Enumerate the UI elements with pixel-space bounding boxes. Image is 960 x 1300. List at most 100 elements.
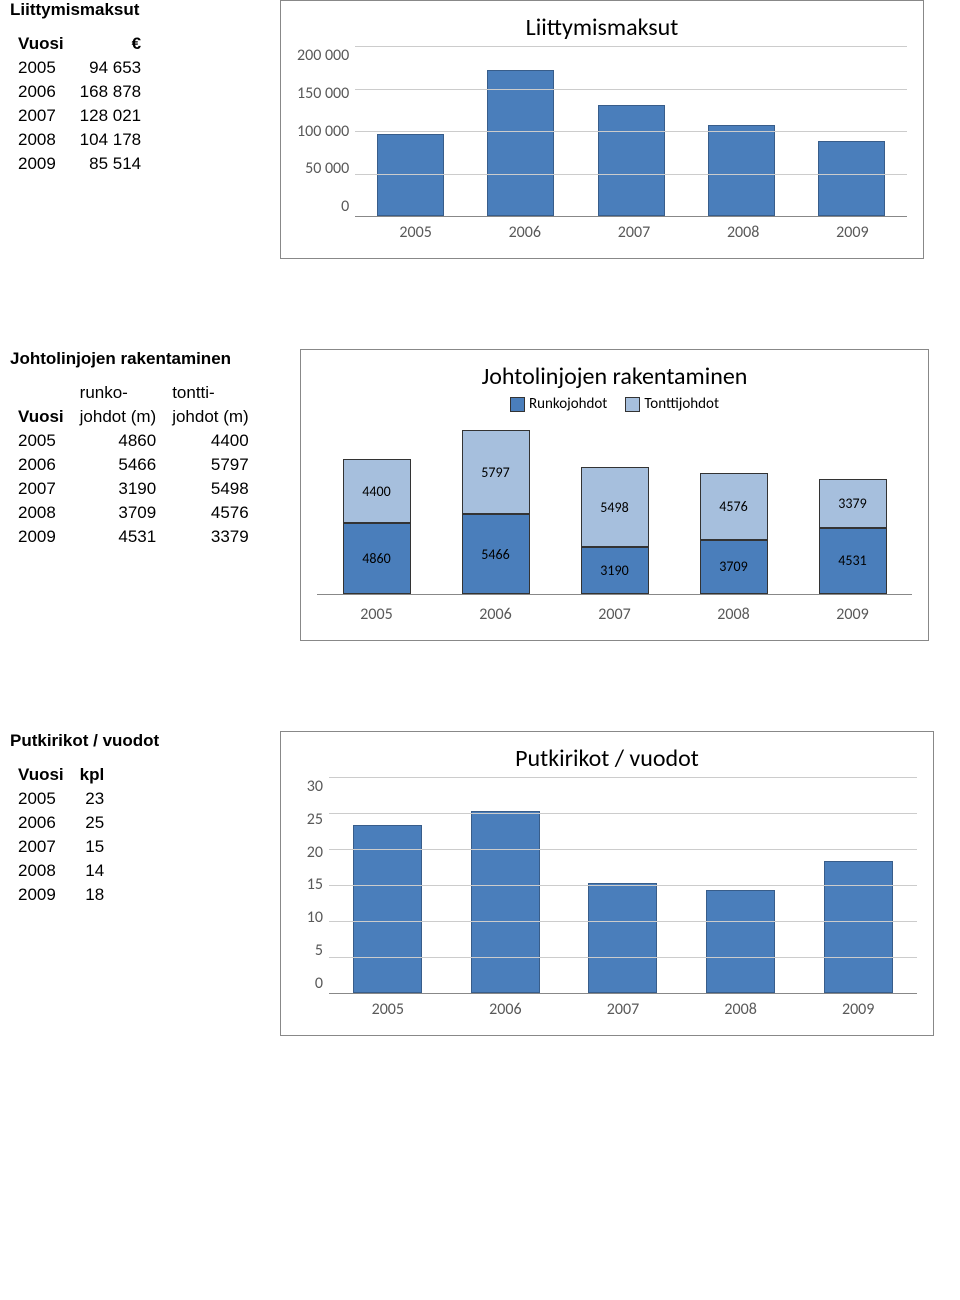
swatch-icon <box>625 397 640 412</box>
gridline <box>329 777 917 778</box>
bar <box>708 125 775 216</box>
x-tick-label: 2005 <box>360 605 392 624</box>
swatch-icon <box>510 397 525 412</box>
table-cell: 4860 <box>72 429 165 453</box>
y-tick-label: 25 <box>297 810 323 829</box>
gridline <box>355 174 907 175</box>
table-row: 200548604400 <box>10 429 257 453</box>
x-tick-label: 2007 <box>618 223 650 242</box>
bar-column: 44004860 <box>343 459 411 594</box>
x-axis-labels: 20052006200720082009 <box>361 223 907 242</box>
table-row: 200594 653 <box>10 56 149 80</box>
bar <box>588 883 657 993</box>
bar-segment-runko: 3190 <box>581 547 649 594</box>
gridline <box>329 957 917 958</box>
x-tick-label: 2006 <box>509 223 541 242</box>
bar-segment-tontti: 4576 <box>700 473 768 540</box>
x-tick-label: 2009 <box>836 223 868 242</box>
table-cell: 5466 <box>72 453 165 477</box>
liittymismaksut-chart: Liittymismaksut 200 000150 000100 00050 … <box>280 0 924 259</box>
table-row: 200814 <box>10 859 112 883</box>
x-axis-labels: 20052006200720082009 <box>329 1000 917 1019</box>
col-header: kpl <box>72 763 113 787</box>
table-row: 200715 <box>10 835 112 859</box>
putkirikot-chart: Putkirikot / vuodot 302520151050 2005200… <box>280 731 934 1036</box>
table-row: 200523 <box>10 787 112 811</box>
table-cell: 5498 <box>164 477 257 501</box>
bar <box>824 861 893 993</box>
chart-plot <box>355 46 907 217</box>
table-header: runko- tontti- <box>10 381 257 405</box>
y-tick-label: 20 <box>297 843 323 862</box>
gridline <box>329 813 917 814</box>
bar-segment-tontti: 3379 <box>819 479 887 528</box>
section-putkirikot: Putkirikot / vuodot Vuosi kpl 2005232006… <box>0 731 960 1036</box>
section-johtolinjojen: Johtolinjojen rakentaminen runko- tontti… <box>0 349 960 641</box>
chart-plot-wrap: 302520151050 <box>297 777 917 994</box>
table-cell: 168 878 <box>72 80 149 104</box>
x-tick-label: 2006 <box>489 1000 521 1019</box>
table-cell: 3709 <box>72 501 165 525</box>
table-cell: 18 <box>72 883 113 907</box>
col-header: johdot (m) <box>164 405 257 429</box>
gridline <box>329 849 917 850</box>
gridline <box>355 131 907 132</box>
section-title: Putkirikot / vuodot <box>10 731 280 751</box>
table-header: Vuosi kpl <box>10 763 112 787</box>
bar-segment-runko: 4531 <box>819 528 887 594</box>
bar <box>471 811 540 993</box>
chart-legend: Runkojohdot Tonttijohdot <box>317 395 912 413</box>
y-tick-label: 15 <box>297 875 323 894</box>
legend-label: Runkojohdot <box>529 395 607 413</box>
col-header: tontti- <box>164 381 257 405</box>
x-tick-label: 2008 <box>724 1000 756 1019</box>
y-tick-label: 10 <box>297 908 323 927</box>
table-cell: 2006 <box>10 811 72 835</box>
y-tick-label: 100 000 <box>297 122 349 141</box>
y-tick-label: 0 <box>297 197 349 216</box>
table-row: 200654665797 <box>10 453 257 477</box>
table-cell: 4400 <box>164 429 257 453</box>
gridline <box>329 885 917 886</box>
table-cell: 128 021 <box>72 104 149 128</box>
bar <box>487 70 554 216</box>
table-row: 2006168 878 <box>10 80 149 104</box>
bar <box>353 825 422 993</box>
gridline <box>355 46 907 47</box>
table-row: 200985 514 <box>10 152 149 176</box>
table-row: 2007128 021 <box>10 104 149 128</box>
table-cell: 85 514 <box>72 152 149 176</box>
bar-column: 57975466 <box>462 430 530 594</box>
table-row: 200731905498 <box>10 477 257 501</box>
johtolinjojen-table: runko- tontti- Vuosi johdot (m) johdot (… <box>10 381 257 549</box>
bar-column: 33794531 <box>819 479 887 594</box>
table-row: 200918 <box>10 883 112 907</box>
table-cell: 2008 <box>10 859 72 883</box>
table-cell: 2009 <box>10 883 72 907</box>
table-cell: 3379 <box>164 525 257 549</box>
x-tick-label: 2005 <box>372 1000 404 1019</box>
x-tick-label: 2008 <box>727 223 759 242</box>
putkirikot-table: Vuosi kpl 200523200625200715200814200918 <box>10 763 112 907</box>
chart-plot: 44004860 57975466 54983190 45763709 33794531 <box>317 419 912 595</box>
table-cell: 3190 <box>72 477 165 501</box>
table-row: 200945313379 <box>10 525 257 549</box>
bar <box>818 141 885 216</box>
y-tick-label: 0 <box>297 974 323 993</box>
legend-label: Tonttijohdot <box>644 395 719 413</box>
table-cell: 4576 <box>164 501 257 525</box>
chart-plot <box>329 777 917 994</box>
table-cell: 5797 <box>164 453 257 477</box>
table-cell: 2007 <box>10 104 72 128</box>
bar-column: 45763709 <box>700 473 768 594</box>
table-cell: 104 178 <box>72 128 149 152</box>
chart-plot-wrap: 200 000150 000100 00050 0000 <box>297 46 907 217</box>
bar-segment-tontti: 5498 <box>581 467 649 547</box>
bar <box>377 134 444 216</box>
table-cell: 15 <box>72 835 113 859</box>
table-cell: 2008 <box>10 501 72 525</box>
gridline <box>355 89 907 90</box>
table-cell: 2005 <box>10 787 72 811</box>
left-col: Johtolinjojen rakentaminen runko- tontti… <box>0 349 300 549</box>
x-tick-label: 2007 <box>598 605 630 624</box>
